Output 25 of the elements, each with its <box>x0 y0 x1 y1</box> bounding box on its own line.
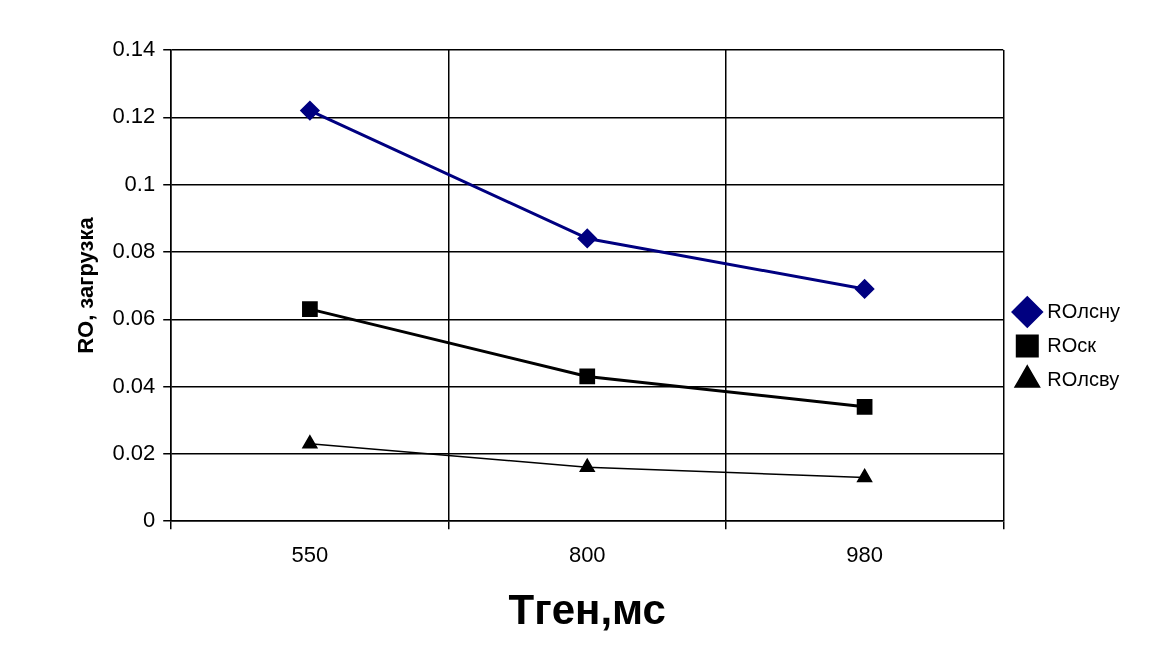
point <box>856 468 873 483</box>
y-tick-label: 0.1 <box>124 170 156 196</box>
x-tick-label: 550 <box>291 542 329 568</box>
x-axis-title: Tген,мс <box>508 586 666 634</box>
legend-label: ROлсну <box>1047 299 1120 322</box>
point <box>856 398 873 415</box>
x-tick-label: 980 <box>846 542 883 568</box>
point <box>579 368 596 385</box>
point <box>302 301 318 318</box>
point <box>577 228 597 248</box>
point <box>855 279 875 299</box>
y-tick-label: 0.12 <box>112 103 156 129</box>
y-tick-label: 0.08 <box>112 238 156 264</box>
legend-label: ROск <box>1047 333 1097 356</box>
x-tick-label: 800 <box>568 542 606 568</box>
y-tick-label: 0.06 <box>112 305 156 331</box>
y-tick-label: 0.02 <box>112 439 156 465</box>
point <box>579 458 595 473</box>
y-tick-label: 0.04 <box>112 372 156 398</box>
y-tick-label: 0.14 <box>112 36 156 62</box>
y-tick-label: 0 <box>142 507 156 533</box>
legend-label: ROлсву <box>1047 367 1120 390</box>
y-axis-title: RO, загрузка <box>73 216 99 354</box>
point <box>300 101 320 121</box>
point <box>302 435 318 449</box>
